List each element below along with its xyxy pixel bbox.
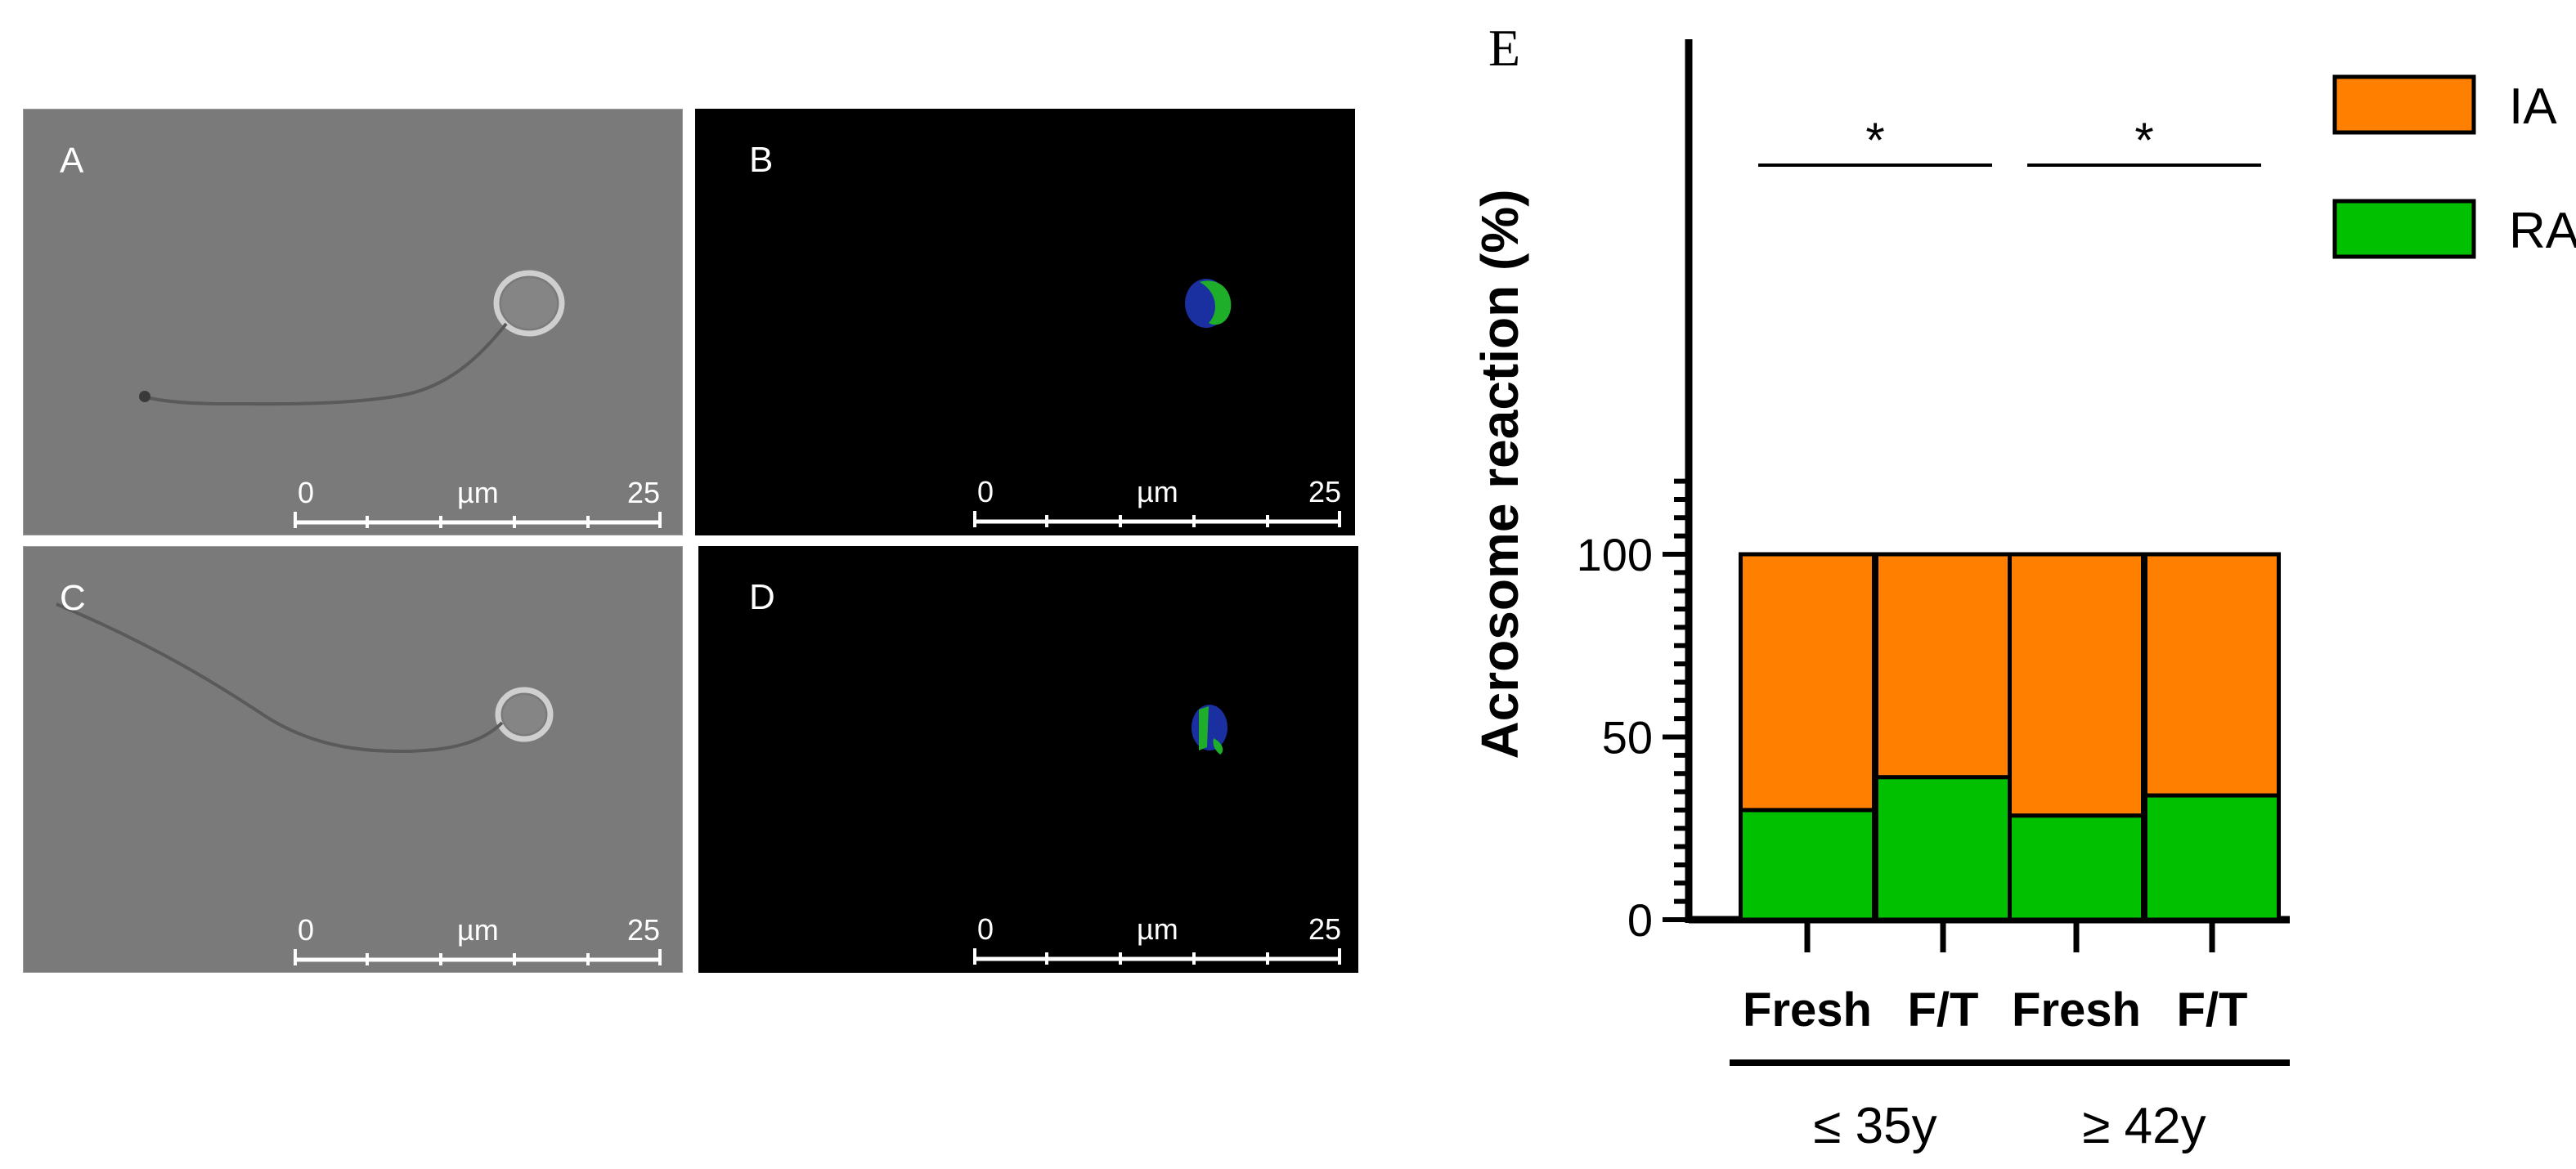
bar-segment-ia: [1874, 552, 2012, 780]
sperm-brightfield-image-a: [139, 270, 662, 528]
y-axis-label: Acrosome reaction (%): [1470, 189, 1529, 759]
panel-label-c: C: [60, 578, 86, 618]
scale-end-d: 25: [1308, 912, 1342, 946]
scale-start-d: 0: [977, 912, 994, 946]
micrograph-panel-b: B 0 µm 25: [695, 109, 1355, 535]
significance-star: *: [2134, 113, 2153, 168]
panel-label-d: D: [749, 577, 775, 617]
micrograph-panel-d: D 0 µm 25: [698, 546, 1358, 973]
x-category-label: F/T: [2177, 983, 2248, 1037]
y-tick-label: 50: [1602, 712, 1653, 764]
y-tick-label: 100: [1577, 529, 1653, 580]
scale-end-b: 25: [1308, 475, 1342, 508]
scale-unit-b: µm: [1137, 475, 1178, 508]
scale-start-c: 0: [298, 913, 315, 947]
y-tick-label: 0: [1627, 894, 1653, 946]
sperm-fluorescence-image-d: [973, 705, 1341, 965]
x-category-label: Fresh: [2012, 983, 2141, 1037]
micrograph-panel-c: C 0 µm 25: [23, 546, 683, 973]
scale-start-b: 0: [977, 475, 994, 508]
scale-start-a: 0: [298, 476, 315, 509]
sperm-fluorescence-image-b: [973, 279, 1341, 527]
significance-star: *: [1865, 113, 1884, 168]
legend-swatch-ia: [2332, 74, 2476, 135]
scale-end-c: 25: [627, 913, 661, 947]
scale-end-a: 25: [627, 476, 661, 509]
bar-segment-ra: [2008, 813, 2145, 922]
bar-segment-ia: [2143, 552, 2281, 798]
bar-segment-ra: [1739, 808, 1876, 922]
bar-segment-ra: [2143, 793, 2281, 922]
legend-label-ra: RA: [2509, 203, 2576, 259]
x-category-label: F/T: [1908, 983, 1979, 1037]
bar-segment-ia: [2008, 552, 2145, 818]
scale-unit-d: µm: [1137, 912, 1178, 946]
legend-label-ia: IA: [2509, 78, 2557, 135]
panel-label-b: B: [749, 140, 774, 180]
chart-panel-label: E: [1488, 19, 1520, 77]
group-label: ≥ 42y: [2082, 1098, 2206, 1154]
bar-segment-ia: [1739, 552, 1876, 813]
micrograph-panel-a: A 0 µm 25: [23, 109, 683, 535]
scale-unit-a: µm: [457, 476, 499, 509]
x-category-label: Fresh: [1743, 983, 1872, 1037]
legend-swatch-ra: [2332, 199, 2476, 259]
scale-unit-c: µm: [457, 913, 499, 947]
sperm-brightfield-image-c: [56, 602, 662, 965]
panel-label-a: A: [60, 141, 84, 181]
bar-segment-ra: [1874, 775, 2012, 922]
group-label: ≤ 35y: [1813, 1098, 1936, 1154]
